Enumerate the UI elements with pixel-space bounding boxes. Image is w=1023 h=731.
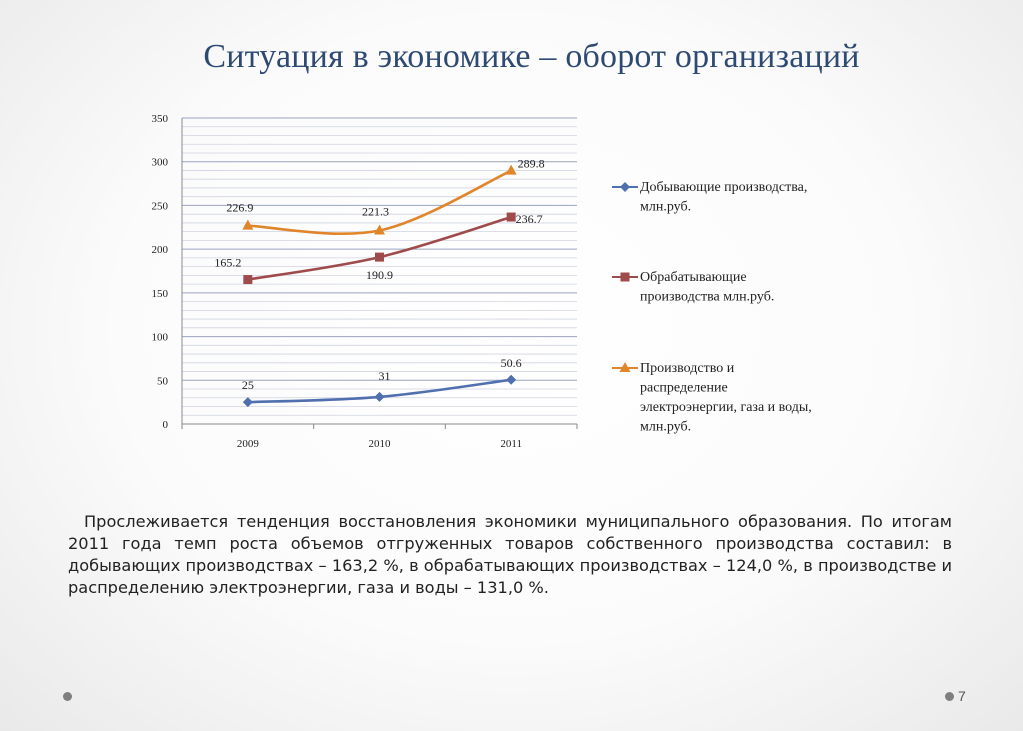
data-label-manufacturing: 190.9 [366,268,393,282]
data-point-mining [374,391,385,402]
data-point-energy [374,224,385,235]
body-text: Прослеживается тенденция восстановления … [68,512,952,597]
legend-marker-manufacturing [620,272,630,282]
x-tick-label: 2009 [237,438,260,450]
y-tick-label: 100 [152,332,169,344]
legend-label-mining: Добывающие производства, [640,180,807,195]
legend-label-energy: распределение [640,381,728,396]
legend-marker-mining [620,182,630,192]
right-dot-decoration [945,692,954,701]
line-chart: 0 50 100 150 200 250 300 350 2009 2010 2011 25 31 50.… [152,113,812,450]
x-tick-label: 2011 [500,438,522,450]
data-point-manufacturing [243,275,253,285]
data-label-manufacturing: 165.2 [214,256,241,270]
data-point-mining [506,374,517,385]
y-tick-label: 50 [157,375,169,387]
data-point-mining [242,397,253,408]
y-tick-label: 150 [152,288,169,300]
legend-label-manufacturing: производства млн.руб. [640,290,774,305]
data-label-mining: 31 [379,369,391,383]
y-tick-label: 200 [152,244,169,256]
legend-label-energy: млн.руб. [640,420,691,435]
left-dot-decoration [63,692,72,701]
y-tick-label: 300 [152,157,169,169]
data-label-manufacturing: 236.7 [516,212,543,226]
data-point-manufacturing [506,212,516,222]
data-label-mining: 50.6 [501,356,522,370]
data-label-mining: 25 [242,378,254,392]
y-tick-label: 250 [152,200,169,212]
legend-label-mining: млн.руб. [640,200,691,215]
data-label-energy: 221.3 [362,205,389,219]
page-number: 7 [958,688,966,704]
data-point-energy [505,164,517,175]
legend-marker-energy [619,362,631,372]
legend-label-energy: Производство и [640,361,735,376]
series-line-energy [247,169,512,236]
y-tick-label: 350 [152,113,169,125]
data-label-energy: 226.9 [226,201,253,215]
legend-label-energy: электроэнергии, газа и воды, [640,400,812,415]
y-tick-label: 0 [163,419,169,431]
legend-label-manufacturing: Обрабатывающие [640,270,747,285]
data-label-energy: 289.8 [518,157,545,171]
data-point-energy [242,219,254,230]
x-tick-label: 2010 [369,438,392,450]
slide-title: Ситуация в экономике – оборот организаци… [203,38,860,75]
data-point-manufacturing [375,252,384,262]
